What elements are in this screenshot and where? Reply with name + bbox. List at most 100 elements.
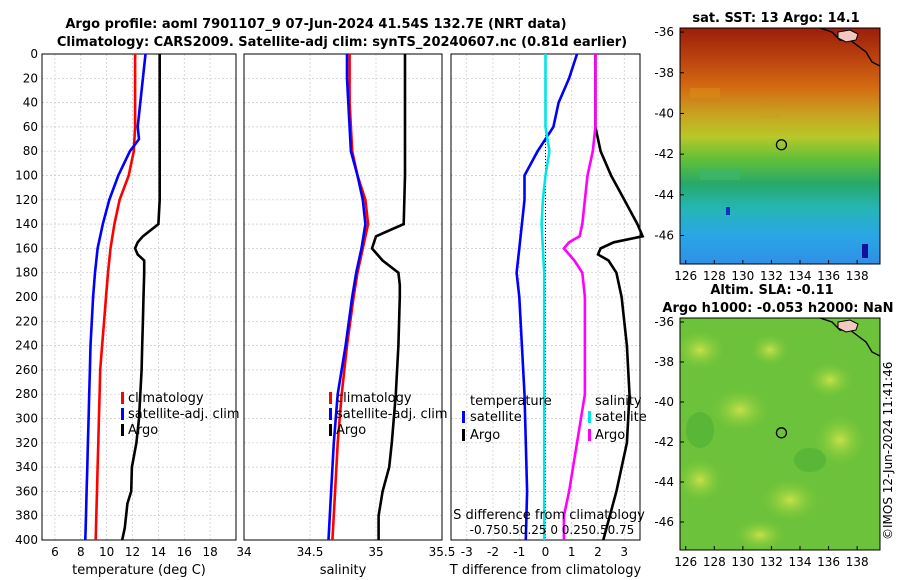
lon-tick-label: 138: [846, 555, 869, 569]
lat-tick-label: -40: [654, 106, 674, 120]
x-tick-label: 2: [594, 545, 602, 559]
argo-location-marker: [775, 139, 788, 151]
lat-tick-label: -38: [654, 355, 674, 369]
depth-tick-label: 320: [15, 436, 38, 450]
lon-tick-label: 138: [846, 269, 869, 283]
depth-tick-label: 400: [15, 533, 38, 547]
depth-tick-label: 180: [15, 266, 38, 280]
x-tick-label: 12: [125, 545, 140, 559]
top-axis-label: S difference from climatology: [453, 508, 645, 523]
series-line-satellite-adj-clim: [327, 54, 367, 541]
series-line-s-satellite: [540, 54, 551, 540]
lat-tick-label: -46: [654, 515, 674, 529]
top-axis-ticks: -0.750.50.25 0 0.250.50.75: [470, 523, 635, 537]
legend-title-salinity: salinity: [595, 394, 642, 409]
depth-tick-label: 160: [15, 241, 38, 255]
x-tick-label: 35: [368, 545, 383, 559]
land: [837, 319, 859, 333]
x-tick-label: 18: [202, 545, 217, 559]
x-tick-label: 16: [177, 545, 192, 559]
depth-tick-label: 340: [15, 460, 38, 474]
legend-label: Argo: [595, 428, 625, 443]
depth-tick-label: 300: [15, 412, 38, 426]
legend-swatch: [588, 429, 591, 441]
x-axis-label: T difference from climatology: [449, 563, 642, 578]
lon-tick-label: 132: [760, 269, 783, 283]
depth-tick-label: 80: [23, 144, 38, 158]
lon-tick-label: 134: [789, 269, 812, 283]
legend-swatch: [329, 424, 332, 436]
x-tick-label: 1: [568, 545, 576, 559]
legend-swatch: [121, 408, 124, 420]
lon-tick-label: 136: [817, 555, 840, 569]
legend-swatch: [121, 424, 124, 436]
series-line-t-argo: [594, 54, 645, 541]
temperature-panel: 0 20 40 60 80 100 120 140 160 180 200 220 240 260 280 3…: [15, 47, 240, 578]
depth-tick-label: 100: [15, 169, 38, 183]
legend-label: Argo: [336, 423, 366, 438]
coastline: [819, 318, 880, 357]
depth-tick-label: 240: [15, 339, 38, 353]
argo-location-marker: [775, 427, 788, 439]
lon-tick-label: 126: [674, 555, 697, 569]
legend-label: satellite-adj. clim: [336, 407, 448, 422]
x-tick-label: -2: [487, 545, 499, 559]
depth-tick-label: 380: [15, 509, 38, 523]
series-line-argo: [120, 54, 161, 541]
lat-tick-label: -44: [654, 475, 674, 489]
x-axis-label: temperature (deg C): [72, 563, 206, 578]
depth-tick-label: 140: [15, 217, 38, 231]
legend-swatch: [588, 411, 591, 423]
x-tick-label: 10: [99, 545, 114, 559]
x-tick-label: 35.5: [429, 545, 456, 559]
legend-swatch: [462, 429, 465, 441]
title-line2: Climatology: CARS2009. Satellite-adj cli…: [57, 35, 627, 50]
depth-tick-label: 280: [15, 387, 38, 401]
legend-label: satellite: [595, 410, 647, 425]
x-tick-label: -1: [513, 545, 525, 559]
depth-tick-label: 200: [15, 290, 38, 304]
legend-label: satellite-adj. clim: [128, 407, 240, 422]
lon-tick-label: 128: [703, 555, 726, 569]
lon-tick-label: 128: [703, 269, 726, 283]
legend-label: climatology: [128, 391, 204, 406]
legend-label: climatology: [336, 391, 412, 406]
lat-tick-label: -36: [654, 315, 674, 329]
depth-tick-label: 120: [15, 193, 38, 207]
series-line-argo: [370, 54, 407, 540]
depth-tick-label: 360: [15, 484, 38, 498]
legend-swatch: [462, 411, 465, 423]
coastline: [819, 28, 880, 67]
salinity-panel: 34 34.5 35 35.5 salinity climatologysatellite…: [236, 53, 456, 578]
x-tick-label: 3: [620, 545, 628, 559]
legend-swatch: [329, 392, 332, 404]
lon-tick-label: 134: [789, 555, 812, 569]
depth-tick-label: 260: [15, 363, 38, 377]
x-tick-label: 6: [51, 545, 59, 559]
imos-credit: ©IMOS 12-Jun-2024 11:41:46: [881, 362, 895, 540]
lon-tick-label: 132: [760, 555, 783, 569]
legend-swatch: [329, 408, 332, 420]
lon-tick-label: 136: [817, 269, 840, 283]
sst-field: [680, 28, 880, 264]
lat-tick-label: -42: [654, 147, 674, 161]
x-tick-label: -3: [461, 545, 473, 559]
legend-label: satellite: [470, 410, 522, 425]
legend-title-temperature: temperature: [470, 394, 552, 409]
legend-swatch: [121, 392, 124, 404]
sst-map-title: sat. SST: 13 Argo: 14.1: [692, 11, 859, 26]
title-line1: Argo profile: aoml 7901107_9 07-Jun-2024…: [65, 17, 566, 32]
sla-map: Altim. SLA: -0.11 Argo h1000: -0.053 h20…: [654, 283, 893, 569]
lat-tick-label: -36: [654, 25, 674, 39]
legend-label: Argo: [128, 423, 158, 438]
sla-map-title-2: Argo h1000: -0.053 h2000: NaN: [662, 301, 893, 316]
sla-map-title-1: Altim. SLA: -0.11: [710, 283, 833, 298]
lat-tick-label: -46: [654, 229, 674, 243]
x-tick-label: 34.5: [297, 545, 324, 559]
depth-tick-label: 40: [23, 96, 38, 110]
axes-frame: [41, 53, 237, 541]
lat-tick-label: -42: [654, 435, 674, 449]
axes-frame: [243, 53, 443, 541]
x-tick-label: 8: [77, 545, 85, 559]
